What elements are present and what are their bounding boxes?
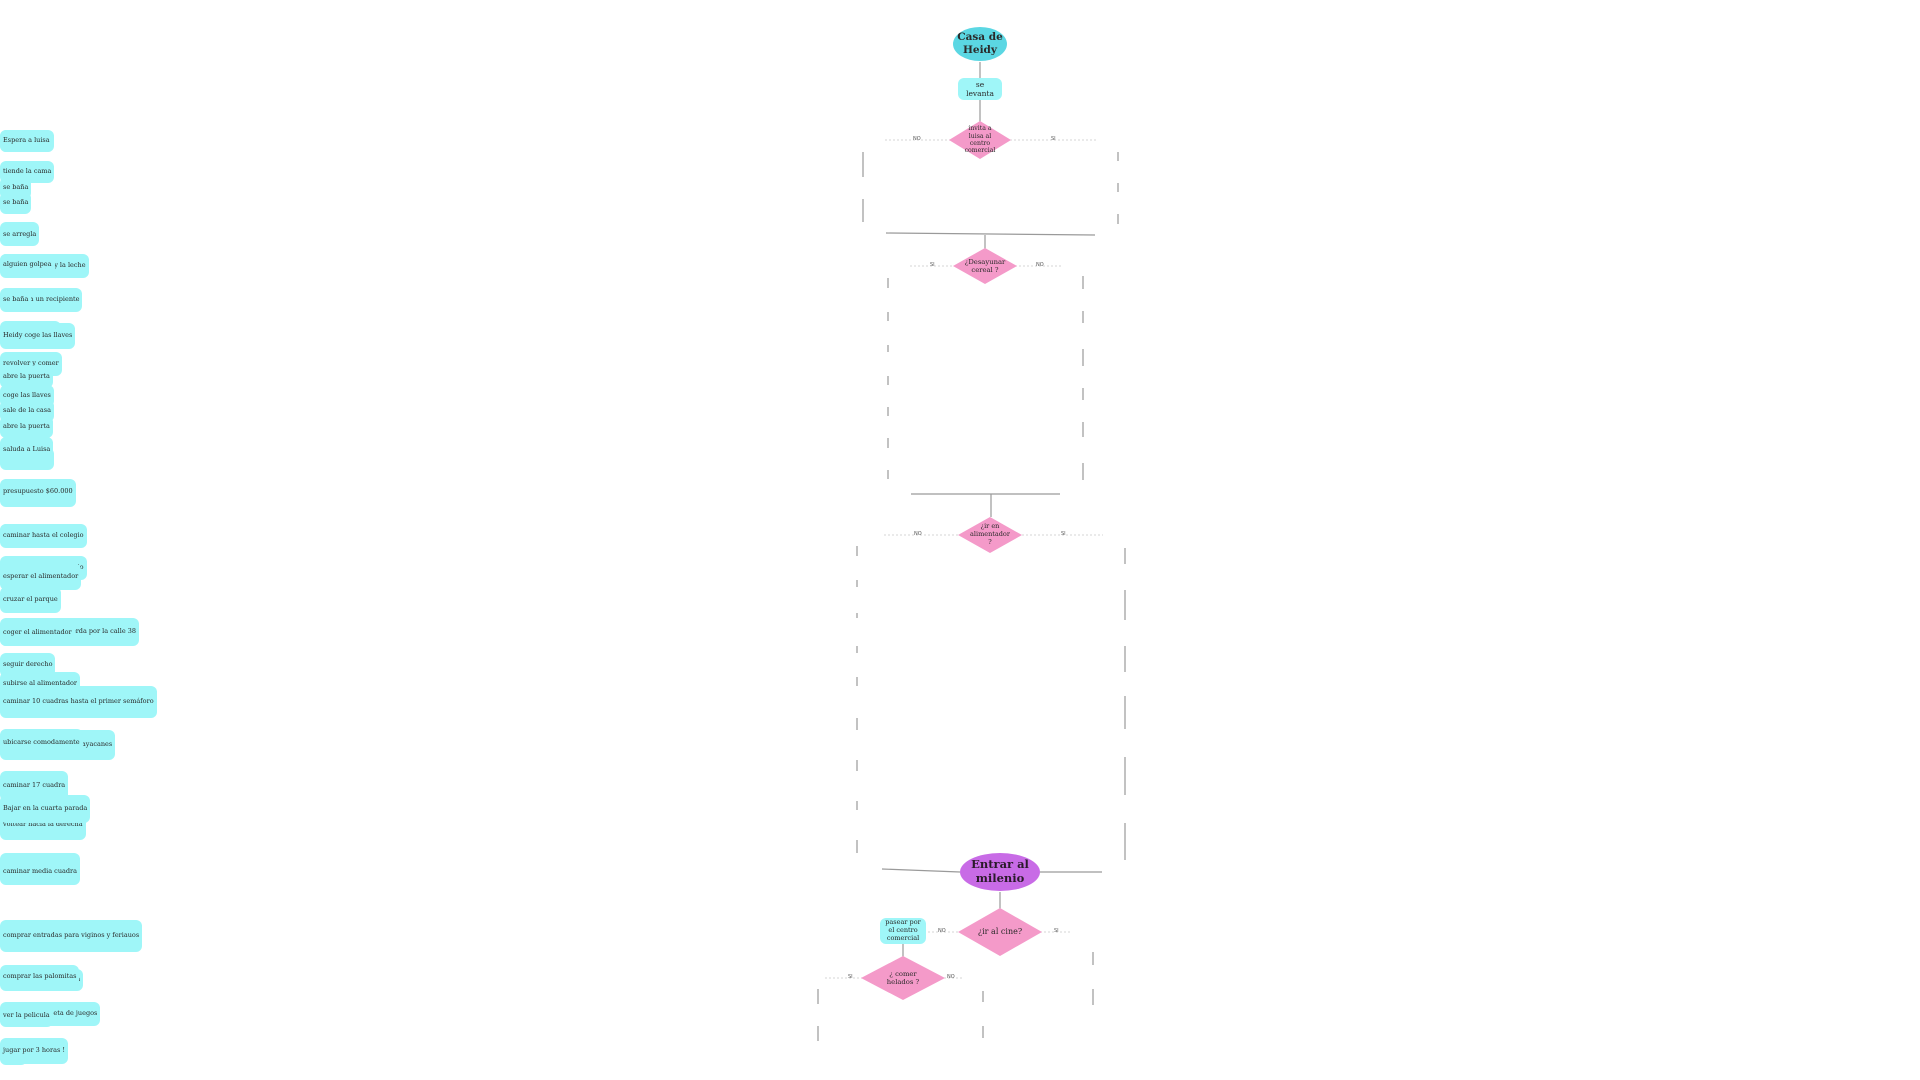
right3-node-6: Bajar en la cuarta parada [0, 795, 91, 823]
edge-label-si-3: SI [1061, 531, 1066, 537]
decision-helados-shape [861, 956, 945, 1000]
right2-node-1: alguien golpea [0, 254, 55, 276]
right2-node-2: se baña [0, 289, 32, 311]
edge-label-no-5: NO [947, 974, 955, 980]
decision-alimentador: ¿ir en alimentador ? [970, 522, 1010, 546]
right1-node-1: Espera a luisa [0, 130, 53, 152]
decision-desayunar-shape [953, 248, 1017, 284]
edge-label-no-3: NO [914, 531, 922, 537]
decision-cine: ¿ir al cine? [977, 927, 1023, 937]
right2-node-3: Heidy coge las llaves [0, 323, 76, 349]
decision-invita: invita a luisa al centro comercial [964, 125, 996, 155]
right3-node-1: caminar hasta el colegio [0, 524, 87, 548]
edge-label-no-2: NO [1036, 262, 1044, 268]
decision-cine-shape [958, 908, 1042, 956]
right3-node-4: subirse al alimentador [0, 672, 81, 696]
left3-node-3: cruzar el parque [0, 587, 61, 613]
flow-edge [885, 232, 1096, 236]
flow-edge [881, 868, 961, 873]
right2-node-6: saluda a Luisa [0, 437, 54, 463]
edge-label-no-1: NO [913, 136, 921, 142]
start-node: Casa de Heidy [953, 27, 1007, 61]
right1-node-2: tiende la cama [0, 161, 55, 183]
helados-no-node-3: jugar por 3 horas ! [0, 1038, 68, 1064]
right3-node-2: esperar el alimentador [0, 564, 82, 590]
edge-label-si-4: SI [1054, 928, 1059, 934]
edge-label-si-1: SI [1051, 136, 1056, 142]
edge-label-si-5: SI [848, 974, 853, 980]
right2-node-7: presupuesto $60.000 [0, 480, 76, 504]
right1-node-3: se baña [0, 192, 32, 214]
milenio-node: Entrar al milenio [960, 853, 1040, 891]
decision-invita-shape [949, 121, 1011, 159]
decision-desayunar: ¿Desayunar cereal ? [964, 257, 1006, 274]
right1-node-4: se arregla [0, 224, 40, 246]
node-se-levanta: se levanta [958, 78, 1002, 100]
decision-alimentador-shape [958, 517, 1022, 553]
node-pasear: pasear por el centro comercial [880, 918, 926, 944]
right2-node-4: abre la puerta [0, 366, 53, 388]
edge-label-si-2: SI [930, 262, 935, 268]
decision-helados: ¿ comer helados ? [886, 969, 920, 986]
right2-node-5: sale de la casa [0, 400, 55, 422]
cine-si-node-1: comprar entradas para viginos y feriauos [0, 920, 143, 952]
right3-node-7: caminar media cuadra [0, 860, 81, 884]
right3-node-3: coger el alimentador [0, 620, 75, 646]
edge-label-no-4: NO [938, 928, 946, 934]
cine-si-node-2: comprar las palomitas [0, 965, 80, 989]
cine-si-node-3: ver la pelicula [0, 1005, 53, 1027]
right3-node-5: ubicarse comodamente [0, 729, 83, 757]
